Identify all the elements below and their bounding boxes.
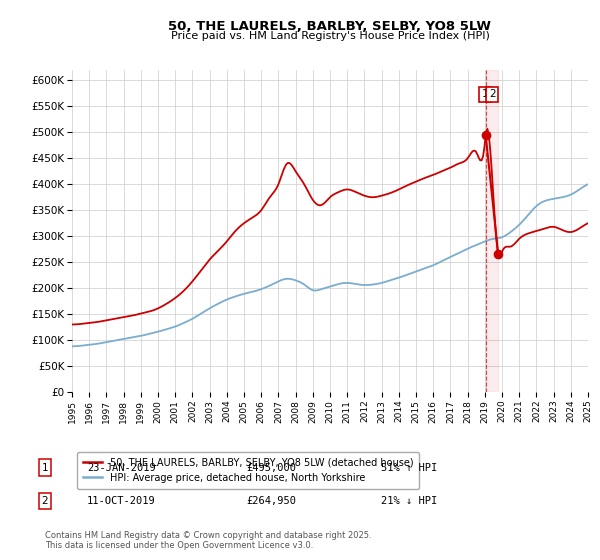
Text: 1: 1 (481, 89, 488, 99)
Text: £495,000: £495,000 (246, 463, 296, 473)
Text: 50, THE LAURELS, BARLBY, SELBY, YO8 5LW: 50, THE LAURELS, BARLBY, SELBY, YO8 5LW (169, 20, 491, 32)
Text: 51% ↑ HPI: 51% ↑ HPI (381, 463, 437, 473)
Text: £264,950: £264,950 (246, 496, 296, 506)
Text: Contains HM Land Registry data © Crown copyright and database right 2025.
This d: Contains HM Land Registry data © Crown c… (45, 530, 371, 550)
Text: 2: 2 (41, 496, 49, 506)
Bar (485, 70, 498, 392)
Text: 2: 2 (489, 89, 496, 99)
Text: 1: 1 (41, 463, 49, 473)
Legend: 50, THE LAURELS, BARLBY, SELBY, YO8 5LW (detached house), HPI: Average price, de: 50, THE LAURELS, BARLBY, SELBY, YO8 5LW … (77, 452, 419, 488)
Text: 21% ↓ HPI: 21% ↓ HPI (381, 496, 437, 506)
Text: 11-OCT-2019: 11-OCT-2019 (87, 496, 156, 506)
Text: 23-JAN-2019: 23-JAN-2019 (87, 463, 156, 473)
Text: Price paid vs. HM Land Registry's House Price Index (HPI): Price paid vs. HM Land Registry's House … (170, 31, 490, 41)
